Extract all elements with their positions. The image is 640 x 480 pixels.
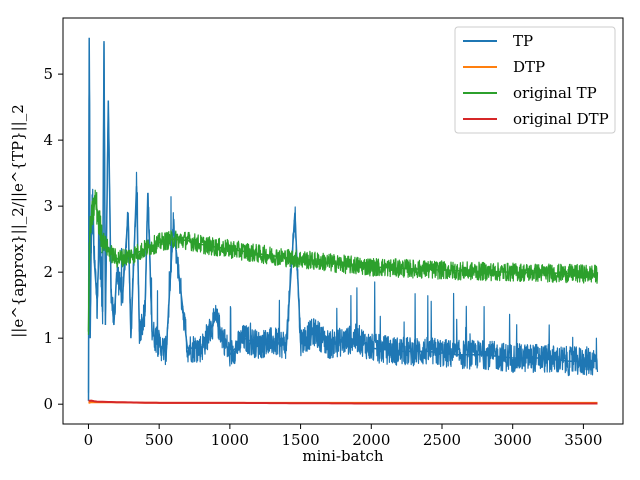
y-tick-label: 0 — [43, 395, 53, 413]
plot-frame — [62, 17, 624, 425]
x-tick-label: 500 — [145, 431, 174, 449]
series-line-original-dtp — [88, 399, 598, 405]
legend-box — [454, 26, 616, 134]
x-tick-label: 3500 — [564, 431, 602, 449]
x-tick-label: 2000 — [352, 431, 390, 449]
legend: TP DTP original TP original DTP — [454, 26, 616, 134]
legend-label: DTP — [513, 58, 545, 76]
x-tick-label: 1000 — [211, 431, 249, 449]
x-tick-label: 2500 — [423, 431, 461, 449]
plot-lines — [87, 37, 599, 405]
legend-label: original TP — [513, 84, 597, 102]
y-tick-label: 3 — [43, 197, 53, 215]
y-tick-label: 1 — [43, 329, 53, 347]
x-axis: 0 500 1000 1500 2000 2500 3000 3500 — [84, 424, 602, 449]
x-tick-label: 3000 — [494, 431, 532, 449]
y-tick-label: 5 — [43, 65, 53, 83]
legend-label: original DTP — [513, 110, 609, 128]
series-peaks-tp — [87, 37, 598, 401]
series-line-original-tp — [87, 189, 599, 335]
x-tick-label: 1500 — [281, 431, 319, 449]
x-axis-label: mini-batch — [302, 447, 384, 465]
y-axis: 0 1 2 3 4 5 — [43, 65, 63, 413]
y-tick-label: 4 — [43, 131, 53, 149]
series-peaks-original-tp — [87, 199, 598, 332]
legend-label: TP — [513, 32, 533, 50]
x-tick-label: 0 — [84, 431, 94, 449]
y-tick-label: 2 — [43, 263, 53, 281]
y-axis-label: ||e^{approx}||_2/||e^{TP}||_2 — [9, 104, 27, 338]
series-line-tp — [87, 43, 599, 393]
